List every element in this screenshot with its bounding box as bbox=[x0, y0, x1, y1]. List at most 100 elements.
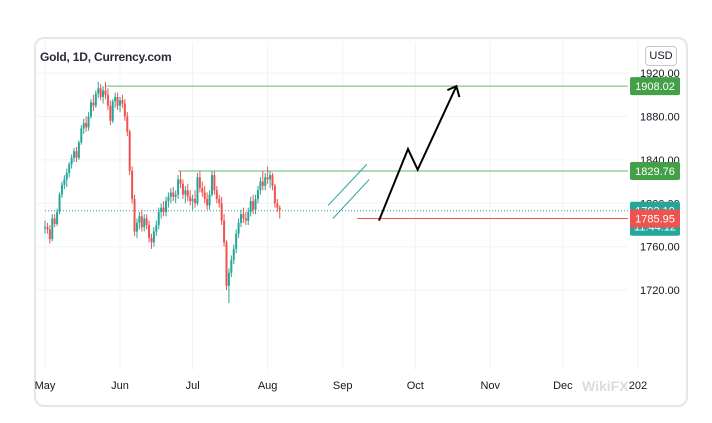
x-tick-label: Nov bbox=[480, 380, 500, 392]
x-tick-label: May bbox=[35, 380, 56, 392]
candle-body bbox=[196, 177, 199, 204]
watermark-text: WikiFX bbox=[582, 378, 629, 394]
candle-body bbox=[126, 116, 129, 132]
candle-body bbox=[237, 222, 240, 234]
candle-body bbox=[225, 242, 228, 286]
candle-body bbox=[46, 227, 49, 230]
chart-title: Gold, 1D, Currency.com bbox=[40, 50, 172, 64]
candle-body bbox=[58, 194, 61, 212]
candle-body bbox=[157, 211, 160, 225]
candle-body bbox=[148, 225, 151, 239]
candle-body bbox=[150, 238, 153, 243]
x-tick-label: Dec bbox=[553, 380, 573, 392]
candle-body bbox=[169, 192, 172, 197]
candle-body bbox=[181, 183, 184, 195]
candle-body bbox=[278, 207, 281, 210]
candle-body bbox=[68, 164, 71, 173]
y-tick-label: 1720.00 bbox=[640, 285, 680, 297]
chart-frame bbox=[34, 37, 688, 407]
x-tick-label: Sep bbox=[333, 380, 353, 392]
candle-body bbox=[194, 198, 197, 204]
currency-button[interactable]: USD bbox=[645, 46, 677, 66]
candle-body bbox=[242, 214, 245, 219]
candle-body bbox=[167, 196, 170, 202]
candle-body bbox=[155, 225, 158, 232]
candle-body bbox=[218, 198, 221, 204]
candle-body bbox=[133, 198, 136, 232]
candle-body bbox=[145, 218, 148, 225]
candle-body bbox=[80, 128, 83, 143]
candle-body bbox=[114, 96, 117, 102]
candle-body bbox=[51, 218, 54, 240]
candle-body bbox=[174, 194, 177, 197]
candle-body bbox=[73, 151, 76, 158]
candle-body bbox=[135, 222, 138, 232]
candle-body bbox=[162, 207, 165, 212]
candle-body bbox=[201, 188, 204, 193]
candle-body bbox=[111, 101, 114, 121]
candle-body bbox=[65, 172, 68, 180]
candle-body bbox=[48, 229, 51, 240]
price-tag-label: 1785.95 bbox=[635, 214, 675, 226]
candle-body bbox=[143, 218, 146, 228]
candle-body bbox=[208, 194, 211, 206]
candle-body bbox=[256, 190, 259, 199]
candle-body bbox=[220, 203, 223, 221]
candle-body bbox=[138, 216, 141, 223]
candle-body bbox=[89, 102, 92, 117]
candle-body bbox=[77, 142, 80, 158]
candle-body bbox=[203, 192, 206, 199]
candle-body bbox=[210, 175, 213, 195]
candle-body bbox=[206, 198, 209, 206]
candle-body bbox=[254, 198, 257, 210]
price-tag bbox=[630, 209, 680, 228]
candle-body bbox=[247, 211, 250, 221]
candle-body bbox=[63, 179, 66, 185]
candle-body bbox=[273, 185, 276, 204]
candle-body bbox=[264, 177, 267, 186]
candle-body bbox=[235, 233, 238, 249]
candle-body bbox=[102, 90, 105, 97]
price-tag-label: 1908.02 bbox=[635, 81, 675, 93]
candle-body bbox=[244, 218, 247, 221]
x-tick-label: Oct bbox=[407, 380, 424, 392]
candle-body bbox=[60, 184, 63, 195]
x-tick-label: 202 bbox=[629, 380, 647, 392]
price-tag-label: 1829.76 bbox=[635, 166, 675, 178]
candle-body bbox=[140, 216, 143, 228]
candle-body bbox=[85, 123, 88, 128]
candle-body bbox=[276, 203, 279, 208]
forecast-arrow bbox=[378, 85, 458, 222]
candle-body bbox=[215, 190, 218, 199]
price-tag bbox=[630, 77, 680, 96]
candle-body bbox=[131, 170, 134, 199]
candle-body bbox=[232, 248, 235, 260]
candle-body bbox=[121, 100, 124, 104]
candle-body bbox=[97, 88, 100, 94]
candle-body bbox=[189, 196, 192, 202]
candle-body bbox=[99, 88, 102, 97]
candle-body bbox=[249, 201, 252, 212]
candle-body bbox=[82, 123, 85, 129]
candle-body bbox=[53, 218, 56, 224]
candle-body bbox=[271, 175, 274, 186]
candle-body bbox=[186, 190, 189, 197]
candle-body bbox=[179, 179, 182, 184]
channel-line bbox=[332, 179, 370, 219]
candle-body bbox=[87, 116, 90, 128]
candle-body bbox=[259, 181, 262, 191]
candle-body bbox=[213, 175, 216, 191]
candle-body bbox=[44, 227, 46, 229]
x-tick-label: Jun bbox=[111, 380, 129, 392]
candle-body bbox=[152, 231, 155, 243]
candle-body bbox=[191, 198, 194, 202]
candle-body bbox=[227, 272, 230, 286]
candle-body bbox=[109, 105, 112, 121]
candle-body bbox=[94, 93, 97, 106]
candle-body bbox=[56, 211, 59, 224]
candle-body bbox=[92, 102, 95, 106]
candle-body bbox=[240, 214, 243, 223]
y-tick-label: 1760.00 bbox=[640, 242, 680, 254]
candle-body bbox=[75, 151, 78, 158]
